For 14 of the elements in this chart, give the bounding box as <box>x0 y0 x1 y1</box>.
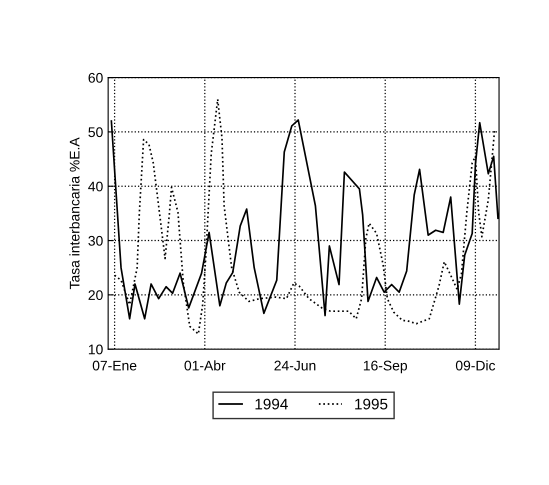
x-tick-label: 07-Ene <box>92 360 136 371</box>
y-tick-label: 50 <box>88 127 103 138</box>
x-tick-label: 01-Abr <box>184 360 226 371</box>
legend-label: 1994 <box>256 398 288 410</box>
y-tick-label: 30 <box>88 236 103 246</box>
x-tick-label: 09-Dic <box>456 360 496 371</box>
x-tick-label: 24-Jun <box>274 360 316 371</box>
legend-label: 1995 <box>355 398 388 410</box>
y-tick-label: 40 <box>88 182 103 192</box>
y-axis-title: Tasa interbancaria %E.A <box>69 137 80 290</box>
y-tick-label: 10 <box>88 344 103 354</box>
y-tick-label: 20 <box>88 290 103 300</box>
y-tick-label: 60 <box>88 72 103 83</box>
x-tick-label: 16-Sep <box>364 360 408 374</box>
